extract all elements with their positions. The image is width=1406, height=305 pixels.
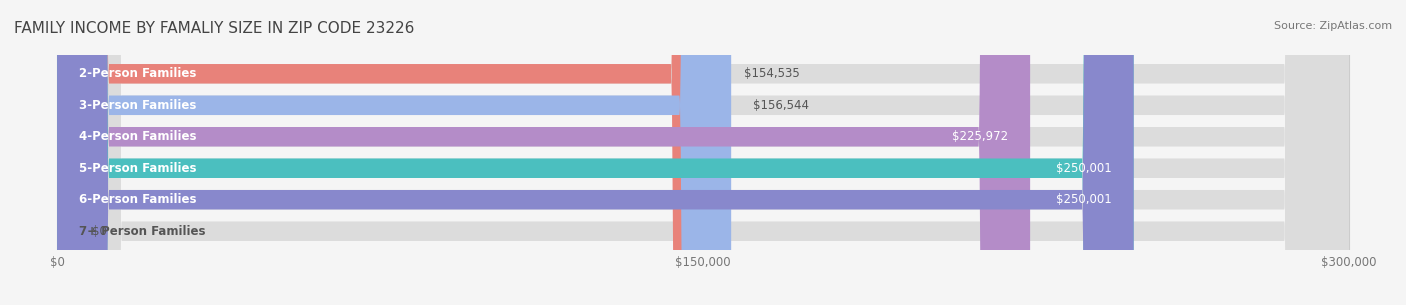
FancyBboxPatch shape xyxy=(58,0,723,305)
Text: 4-Person Families: 4-Person Families xyxy=(79,130,197,143)
Text: 6-Person Families: 6-Person Families xyxy=(79,193,197,206)
Text: 7+ Person Families: 7+ Person Families xyxy=(79,225,205,238)
Text: Source: ZipAtlas.com: Source: ZipAtlas.com xyxy=(1274,21,1392,31)
Text: $250,001: $250,001 xyxy=(1056,193,1112,206)
FancyBboxPatch shape xyxy=(58,0,1348,305)
FancyBboxPatch shape xyxy=(58,0,1348,305)
Text: 3-Person Families: 3-Person Families xyxy=(79,99,195,112)
FancyBboxPatch shape xyxy=(58,0,731,305)
FancyBboxPatch shape xyxy=(58,0,1348,305)
Text: $156,544: $156,544 xyxy=(752,99,808,112)
Text: $154,535: $154,535 xyxy=(744,67,800,80)
Text: $225,972: $225,972 xyxy=(952,130,1008,143)
FancyBboxPatch shape xyxy=(58,0,1133,305)
FancyBboxPatch shape xyxy=(58,0,1348,305)
Text: FAMILY INCOME BY FAMALIY SIZE IN ZIP CODE 23226: FAMILY INCOME BY FAMALIY SIZE IN ZIP COD… xyxy=(14,21,415,36)
Text: $0: $0 xyxy=(91,225,107,238)
FancyBboxPatch shape xyxy=(58,0,1348,305)
Text: 2-Person Families: 2-Person Families xyxy=(79,67,195,80)
Text: 5-Person Families: 5-Person Families xyxy=(79,162,197,175)
FancyBboxPatch shape xyxy=(58,0,1133,305)
FancyBboxPatch shape xyxy=(58,0,1031,305)
Text: $250,001: $250,001 xyxy=(1056,162,1112,175)
FancyBboxPatch shape xyxy=(58,0,1348,305)
